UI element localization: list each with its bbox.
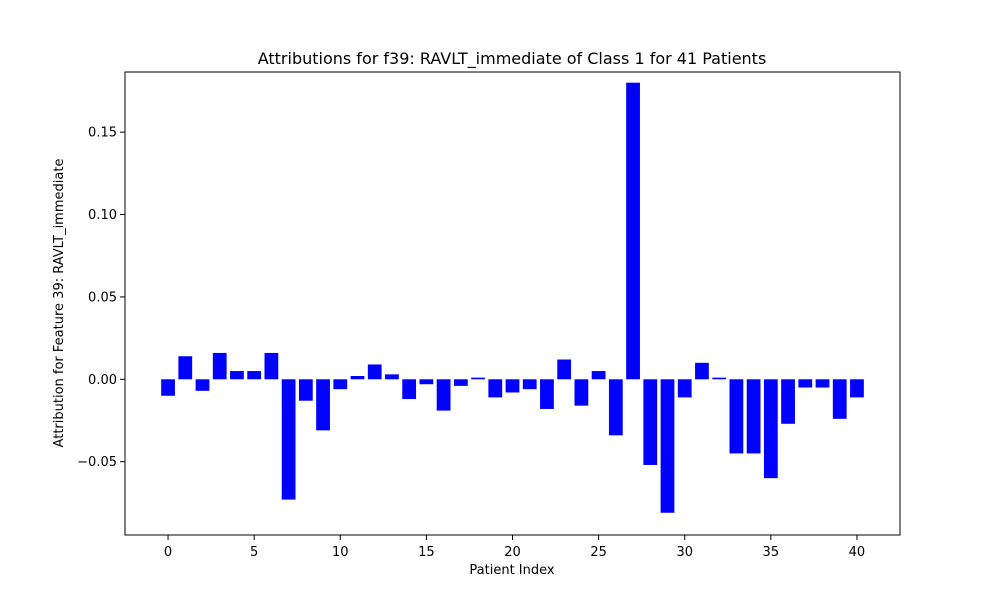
bar-patient-20 bbox=[505, 379, 520, 393]
bar-patient-34 bbox=[746, 379, 761, 454]
y-axis-label: Attribution for Feature 39: RAVLT_immedi… bbox=[52, 159, 67, 448]
bar-patient-18 bbox=[471, 377, 485, 380]
bar-patient-14 bbox=[402, 379, 417, 400]
bar-patient-36 bbox=[781, 379, 795, 424]
bar-patient-16 bbox=[436, 379, 451, 411]
bar-patient-15 bbox=[419, 379, 434, 385]
bar-patient-32 bbox=[712, 377, 727, 380]
bar-patient-0 bbox=[161, 379, 175, 396]
x-axis-label: Patient Index bbox=[469, 563, 554, 578]
bar-patient-10 bbox=[333, 379, 348, 390]
bar-patient-30 bbox=[677, 379, 692, 398]
x-axis-ticks: 0 5 10 15 20 25 30 35 40 bbox=[164, 535, 865, 560]
x-tick-label: 35 bbox=[763, 545, 780, 560]
y-tick-label: 0.00 bbox=[88, 373, 117, 388]
chart-title: Attributions for f39: RAVLT_immediate of… bbox=[258, 49, 767, 69]
bar-patient-35 bbox=[763, 379, 778, 479]
bar-patient-11 bbox=[350, 375, 365, 380]
y-axis-ticks: −0.05 0.00 0.05 0.10 0.15 bbox=[77, 126, 125, 470]
bar-patient-31 bbox=[695, 362, 709, 380]
bar-patient-23 bbox=[557, 359, 572, 380]
x-tick-label: 25 bbox=[590, 545, 607, 560]
bar-patient-29 bbox=[660, 379, 675, 513]
bar-patient-38 bbox=[815, 379, 830, 388]
x-tick-label: 20 bbox=[504, 545, 521, 560]
bar-patient-1 bbox=[178, 356, 193, 380]
bar-patient-4 bbox=[230, 371, 244, 380]
bar-patient-9 bbox=[316, 379, 330, 431]
x-tick-label: 0 bbox=[164, 545, 172, 560]
bar-patient-7 bbox=[281, 379, 296, 500]
bar-patient-40 bbox=[850, 379, 864, 398]
bar-patient-26 bbox=[608, 379, 623, 436]
bar-patient-24 bbox=[574, 379, 589, 406]
plot-frame bbox=[124, 71, 901, 536]
bar-patient-17 bbox=[453, 379, 468, 386]
x-tick-label: 40 bbox=[849, 545, 866, 560]
x-tick-label: 15 bbox=[418, 545, 435, 560]
x-tick-label: 30 bbox=[676, 545, 693, 560]
bar-patient-13 bbox=[385, 374, 399, 380]
bar-patient-5 bbox=[247, 371, 262, 380]
bar-patient-33 bbox=[729, 379, 744, 454]
x-tick-label: 10 bbox=[332, 545, 349, 560]
bar-patient-21 bbox=[522, 379, 537, 390]
bar-patient-28 bbox=[643, 379, 658, 465]
y-tick-label: 0.05 bbox=[88, 290, 117, 305]
bar-patient-39 bbox=[832, 379, 847, 419]
x-tick-label: 5 bbox=[250, 545, 258, 560]
bar-patient-25 bbox=[591, 371, 606, 380]
y-tick-label: 0.15 bbox=[88, 126, 117, 141]
bar-patient-37 bbox=[798, 379, 813, 388]
y-tick-label: 0.10 bbox=[88, 208, 117, 223]
bar-patient-19 bbox=[488, 379, 503, 398]
bars-group bbox=[161, 82, 864, 513]
bar-patient-6 bbox=[264, 352, 279, 380]
bar-patient-3 bbox=[212, 352, 227, 380]
bar-patient-22 bbox=[540, 379, 554, 409]
y-tick-label: −0.05 bbox=[77, 455, 117, 470]
bar-patient-27 bbox=[626, 82, 640, 380]
bar-patient-8 bbox=[298, 379, 313, 401]
bar-patient-2 bbox=[195, 379, 210, 391]
bar-patient-12 bbox=[367, 364, 382, 380]
